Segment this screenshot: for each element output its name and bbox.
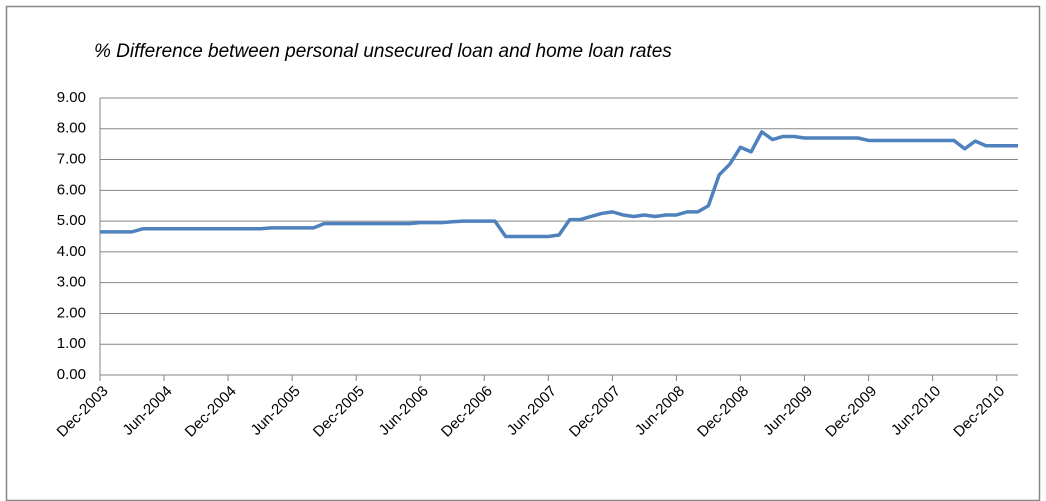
y-tick-label: 9.00 (57, 89, 86, 106)
y-tick-label: 7.00 (57, 151, 86, 168)
y-tick-label: 8.00 (57, 120, 86, 137)
y-tick-label: 4.00 (57, 243, 86, 260)
chart-title: % Difference between personal unsecured … (94, 41, 672, 62)
y-tick-label: 0.00 (57, 366, 86, 383)
chart-frame (5, 5, 1041, 501)
y-tick-label: 2.00 (57, 304, 86, 321)
y-tick-label: 1.00 (57, 335, 86, 352)
y-tick-label: 3.00 (57, 274, 86, 291)
y-tick-label: 6.00 (57, 181, 86, 198)
y-tick-label: 5.00 (57, 212, 86, 229)
data-line (100, 130, 1018, 239)
